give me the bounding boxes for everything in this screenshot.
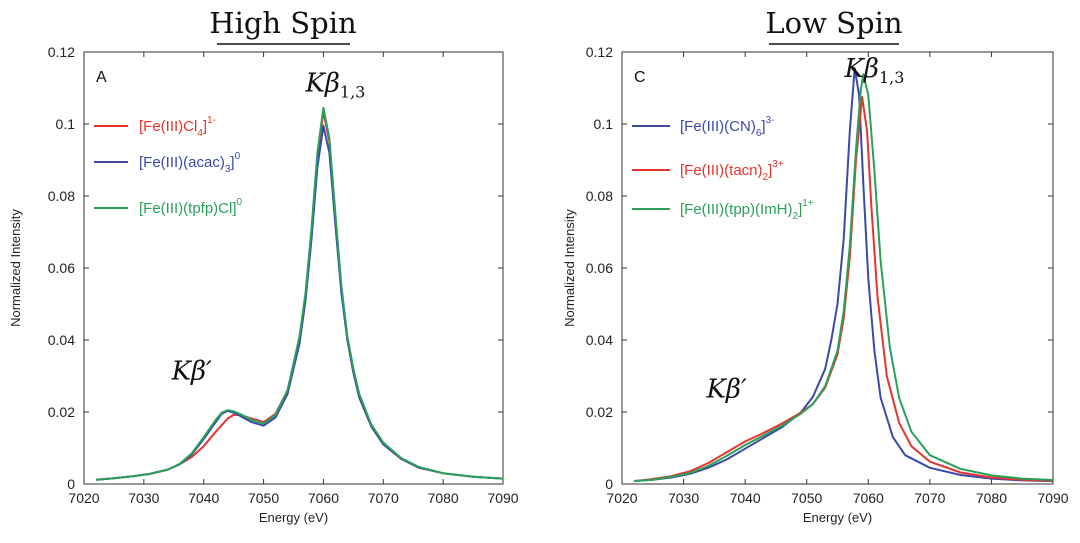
legend-entry: [Fe(III)Cl4]1- bbox=[139, 115, 216, 139]
chart-panel-low-spin: Low Spin 7020 7030 7040 7050 7060 7070 7080 7090… bbox=[540, 0, 1080, 543]
legend-label-subscript: 2 bbox=[793, 211, 799, 222]
legend-entry: [Fe(III)(tacn)2]3+ bbox=[680, 159, 784, 183]
legend-label-superscript: 1- bbox=[207, 115, 216, 126]
x-tick-label: 7030 bbox=[668, 490, 699, 506]
panel-letter: C bbox=[634, 69, 646, 86]
x-tick-label: 7090 bbox=[1037, 490, 1068, 506]
legend-label-subscript: 2 bbox=[763, 172, 769, 183]
legend-label-subscript: 4 bbox=[197, 128, 203, 139]
y-tick-label: 0.06 bbox=[48, 260, 75, 276]
series-line-0 bbox=[634, 67, 1054, 483]
y-tick-label: 0.1 bbox=[56, 116, 76, 132]
x-tick-label: 7080 bbox=[428, 490, 459, 506]
legend-label-close: ] bbox=[230, 154, 234, 171]
x-tick-label: 7060 bbox=[308, 490, 339, 506]
chart-heading: Low Spin bbox=[765, 6, 902, 40]
x-tick-label: 7040 bbox=[188, 490, 219, 506]
peak-annotation: Kβ′ bbox=[705, 375, 746, 405]
x-tick-label: 7050 bbox=[248, 490, 279, 506]
chart-heading: High Spin bbox=[209, 6, 356, 40]
x-axis-label: Energy (eV) bbox=[803, 510, 872, 525]
peak-annotation: Kβ1,3 bbox=[304, 69, 365, 102]
legend-entry: [Fe(III)(tpfp)Cl]0 bbox=[139, 197, 243, 217]
legend-label-superscript: 0 bbox=[235, 151, 241, 162]
chart-high-spin: High Spin 7020 7030 7040 7050 7060 7070 7080 709… bbox=[8, 6, 519, 525]
legend-label-main: [Fe(III)(tpp)(ImH) bbox=[680, 201, 793, 218]
plot-frame bbox=[621, 51, 1054, 485]
peak-annotation-subscript: 1,3 bbox=[340, 83, 365, 102]
series-line-2 bbox=[95, 106, 504, 481]
x-tick-label: 7050 bbox=[791, 490, 822, 506]
peak-annotation-main: Kβ bbox=[843, 54, 878, 84]
y-tick-label: 0.08 bbox=[48, 188, 75, 204]
legend-label-close: ] bbox=[203, 118, 207, 135]
legend-entry: [Fe(III)(CN)6]3- bbox=[680, 115, 774, 139]
legend-label-main: [Fe(III)Cl bbox=[139, 118, 197, 135]
legend-label-main: [Fe(III)(acac) bbox=[139, 154, 225, 171]
plot-frame bbox=[83, 51, 504, 485]
legend-label-superscript: 3+ bbox=[772, 159, 784, 170]
y-tick-label: 0.08 bbox=[586, 188, 613, 204]
x-tick-label: 7020 bbox=[68, 490, 99, 506]
x-axis-label: Energy (eV) bbox=[259, 510, 328, 525]
chart-low-spin: Low Spin 7020 7030 7040 7050 7060 7070 7080 7090… bbox=[562, 6, 1069, 525]
y-tick-label: 0 bbox=[67, 476, 75, 492]
legend-label-subscript: 6 bbox=[756, 128, 762, 139]
x-tick-label: 7070 bbox=[914, 490, 945, 506]
y-tick-label: 0.1 bbox=[594, 116, 614, 132]
x-tick-label: 7040 bbox=[730, 490, 761, 506]
peak-annotation-main: Kβ′ bbox=[705, 375, 746, 405]
legend-label-main: [Fe(III)(CN) bbox=[680, 118, 756, 135]
legend-label-close: ] bbox=[761, 118, 765, 135]
y-tick-label: 0.12 bbox=[586, 44, 613, 60]
series-line-1 bbox=[634, 96, 1054, 483]
legend-label-close: ] bbox=[798, 201, 802, 218]
x-tick-label: 7090 bbox=[487, 490, 518, 506]
series-line-2 bbox=[634, 73, 1054, 483]
legend-label-subscript: 3 bbox=[225, 164, 231, 175]
x-tick-label: 7060 bbox=[853, 490, 884, 506]
peak-annotation-main: Kβ bbox=[304, 69, 339, 99]
y-axis-label: Normalized Intensity bbox=[8, 209, 23, 327]
legend-entry: [Fe(III)(acac)3]0 bbox=[139, 151, 241, 175]
x-tick-label: 7030 bbox=[128, 490, 159, 506]
legend-label-main: [Fe(III)(tacn) bbox=[680, 162, 763, 179]
y-axis-label: Normalized Intensity bbox=[562, 209, 577, 327]
x-tick-label: 7070 bbox=[368, 490, 399, 506]
panel-letter: A bbox=[96, 69, 107, 86]
legend-label-close: ] bbox=[768, 162, 772, 179]
legend-label-superscript: 1+ bbox=[802, 198, 814, 209]
y-tick-label: 0.12 bbox=[48, 44, 75, 60]
y-tick-label: 0.04 bbox=[586, 332, 613, 348]
peak-annotation: Kβ′ bbox=[171, 357, 212, 387]
x-tick-label: 7020 bbox=[606, 490, 637, 506]
x-tick-label: 7080 bbox=[976, 490, 1007, 506]
y-tick-label: 0 bbox=[605, 476, 613, 492]
y-tick-label: 0.02 bbox=[586, 404, 613, 420]
legend-entry: [Fe(III)(tpp)(ImH)2]1+ bbox=[680, 198, 814, 222]
peak-annotation: Kβ1,3 bbox=[843, 54, 904, 87]
peak-annotation-subscript: 1,3 bbox=[879, 68, 904, 87]
chart-panel-high-spin: High Spin 7020 7030 7040 7050 7060 7070 7080 709… bbox=[8, 6, 519, 525]
series-line-1 bbox=[95, 124, 504, 481]
y-tick-label: 0.04 bbox=[48, 332, 75, 348]
legend-label-superscript: 3- bbox=[766, 115, 775, 126]
y-tick-label: 0.02 bbox=[48, 404, 75, 420]
y-tick-label: 0.06 bbox=[586, 260, 613, 276]
legend-label-main: [Fe(III)(tpfp)Cl] bbox=[139, 200, 237, 217]
legend-label-superscript: 0 bbox=[237, 197, 243, 208]
peak-annotation-main: Kβ′ bbox=[171, 357, 212, 387]
